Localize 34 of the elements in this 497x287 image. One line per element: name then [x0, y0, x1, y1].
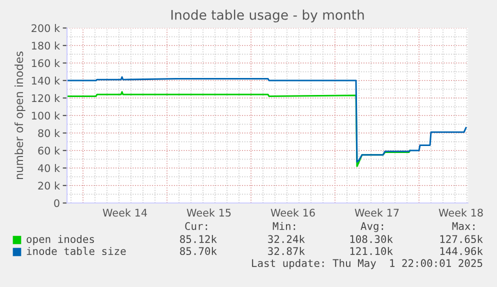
legend-label: inode table size: [26, 246, 126, 256]
text: 85.70k: [180, 246, 217, 256]
text: 121.10k: [350, 246, 393, 256]
text: 85.12k: [180, 234, 217, 244]
x-tick-label: Week 14: [102, 208, 147, 217]
text: Avg:: [360, 222, 384, 232]
y-tick-label: 60 k: [38, 146, 60, 155]
text: 108.30k: [350, 234, 393, 244]
y-axis-title: number of open inodes: [14, 52, 26, 179]
y-tick-label: 40 k: [38, 164, 60, 172]
x-tick-label: Week 18: [438, 208, 483, 217]
text: 127.65k: [440, 234, 483, 244]
x-tick-label: Week 16: [270, 208, 315, 217]
y-tick-label: 200 k: [32, 24, 60, 32]
y-tick-label: 160 k: [32, 59, 60, 68]
text: 32.87k: [268, 246, 305, 256]
text: Cur:: [185, 222, 208, 230]
y-tick-label: 80 k: [38, 129, 60, 138]
text: 32.24k: [268, 234, 305, 244]
text: Last update: Thu May 1 22:00:01 2025: [252, 258, 482, 270]
y-tick-label: 140 k: [32, 76, 60, 85]
x-tick-label: Week 17: [354, 208, 399, 217]
text: Max:: [452, 222, 474, 230]
x-tick-label: Week 15: [186, 208, 231, 217]
y-tick-label: 0: [54, 199, 60, 208]
text: 144.96k: [440, 246, 483, 256]
y-tick-label: 120 k: [32, 94, 60, 102]
line-series: [67, 76, 467, 163]
y-tick-label: 20 k: [38, 182, 60, 190]
y-tick-label: 180 k: [32, 42, 60, 50]
text: Min:: [272, 222, 296, 230]
chart-title: Inode table usage - by month: [171, 10, 364, 22]
legend-label: open inodes: [26, 234, 94, 246]
y-tick-label: 100 k: [32, 112, 60, 120]
